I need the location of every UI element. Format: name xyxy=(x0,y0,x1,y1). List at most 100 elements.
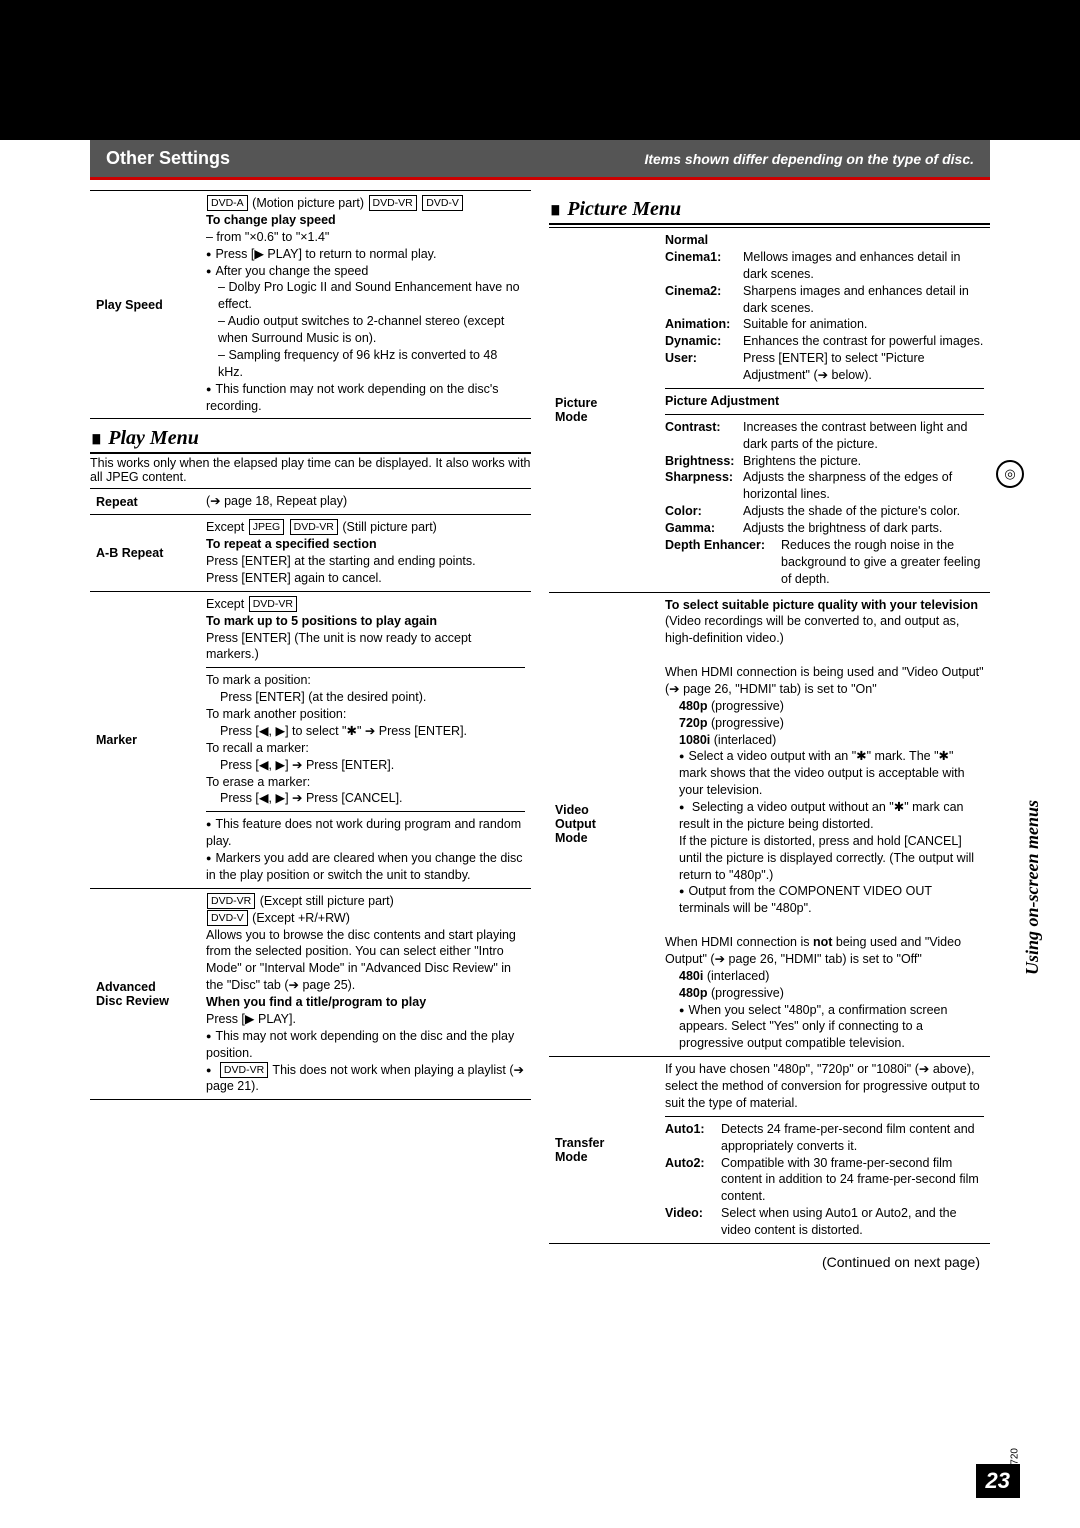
transfer-body: If you have chosen "480p", "720p" or "10… xyxy=(659,1057,990,1244)
mk-m4: Press [◀, ▶] ➔ Press [CANCEL]. xyxy=(206,791,403,805)
tr-l2: Mode xyxy=(555,1150,588,1164)
adj-brv: Brightens the picture. xyxy=(743,453,984,470)
tr-p1: If you have chosen "480p", "720p" or "10… xyxy=(665,1062,980,1110)
play-menu-intro: This works only when the elapsed play ti… xyxy=(90,456,531,484)
vo-p3a: When HDMI connection is xyxy=(665,935,813,949)
ab-still: (Still picture part) xyxy=(342,520,436,534)
adj-clk: Color: xyxy=(665,503,737,520)
adv-l1: Advanced xyxy=(96,980,156,994)
badge-dvdv2: DVD-V xyxy=(207,910,248,926)
adj-gak: Gamma: xyxy=(665,520,737,537)
vo-r1b: (progressive) xyxy=(711,699,784,713)
repeat-label: Repeat xyxy=(90,489,200,515)
mk-bul1: This feature does not work during progra… xyxy=(206,816,525,850)
main-content: Play Speed DVD-A (Motion picture part) D… xyxy=(90,190,990,1244)
disc-icon: ◎ xyxy=(996,460,1024,488)
marker-body: Except DVD-VR To mark up to 5 positions … xyxy=(200,591,531,888)
mk-t1: Press [ENTER] (The unit is now ready to … xyxy=(206,631,471,662)
vo-r2b: (progressive) xyxy=(711,716,784,730)
vo-l3: Mode xyxy=(555,831,588,845)
picture-menu-heading: ∎ Picture Menu xyxy=(549,196,990,225)
badge-dvdvr: DVD-VR xyxy=(369,195,417,211)
vo-r4a: 480i xyxy=(679,969,703,983)
adj-shk: Sharpness: xyxy=(665,469,737,503)
ab-except: Except xyxy=(206,520,244,534)
transfer-label: Transfer Mode xyxy=(549,1057,659,1244)
badge-dvdv: DVD-V xyxy=(422,195,463,211)
badge-dvda: DVD-A xyxy=(207,195,248,211)
pm-c1v: Mellows images and enhances detail in da… xyxy=(743,249,984,283)
vo-p3b: not xyxy=(813,935,832,949)
speed-range: – from "×0.6" to "×1.4" xyxy=(206,230,329,244)
adv-still: (Except still picture part) xyxy=(260,894,394,908)
vo-l1: Video xyxy=(555,803,589,817)
marker-label: Marker xyxy=(90,591,200,888)
video-out-body: To select suitable picture quality with … xyxy=(659,592,990,1057)
mk-bul2: Markers you add are cleared when you cha… xyxy=(206,850,525,884)
pm-l2: Mode xyxy=(555,410,588,424)
tr-viv: Select when using Auto1 or Auto2, and th… xyxy=(721,1205,984,1239)
pic-mode-body: Normal Cinema1:Mellows images and enhanc… xyxy=(659,228,990,593)
ab-label: A-B Repeat xyxy=(90,515,200,592)
ab-t1: Press [ENTER] at the starting and ending… xyxy=(206,554,476,568)
adj-brk: Brightness: xyxy=(665,453,737,470)
ab-bold: To repeat a specified section xyxy=(206,537,377,551)
mk-m4h: To erase a marker: xyxy=(206,775,310,789)
vo-bul3: Output from the COMPONENT VIDEO OUT term… xyxy=(679,883,984,917)
tr-a2k: Auto2: xyxy=(665,1155,715,1206)
title-right: Items shown differ depending on the type… xyxy=(644,151,974,167)
play-menu-title: Play Menu xyxy=(108,427,199,449)
play-speed-table: Play Speed DVD-A (Motion picture part) D… xyxy=(90,190,531,419)
vo-bul1: Select a video output with an "✱" mark. … xyxy=(679,748,984,799)
badge-dvdvr2: DVD-VR xyxy=(290,519,338,535)
vo-bul2b: If the picture is distorted, press and h… xyxy=(679,834,974,882)
vo-l2: Output xyxy=(555,817,596,831)
vo-bul2: Selecting a video output without an "✱" … xyxy=(679,799,984,883)
play-speed-body: DVD-A (Motion picture part) DVD-VR DVD-V… xyxy=(200,191,531,419)
tr-a1k: Auto1: xyxy=(665,1121,715,1155)
change-speed: To change play speed xyxy=(206,213,336,227)
pm-dyk: Dynamic: xyxy=(665,333,737,350)
repeat-body: (➔ page 18, Repeat play) xyxy=(200,489,531,515)
adj-dek: Depth Enhancer: xyxy=(665,537,775,588)
play-menu-heading: ∎ Play Menu xyxy=(90,425,531,454)
mk-m1h: To mark a position: xyxy=(206,673,311,687)
picture-menu-title: Picture Menu xyxy=(567,198,681,220)
vo-p1: (Video recordings will be converted to, … xyxy=(665,614,959,645)
pm-usk: User: xyxy=(665,350,737,384)
adj-cok: Contrast: xyxy=(665,419,737,453)
adj-gav: Adjusts the brightness of dark parts. xyxy=(743,520,984,537)
pm-adjh: Picture Adjustment xyxy=(665,394,779,408)
badge-dvdvr3: DVD-VR xyxy=(249,596,297,612)
adv-rw: (Except +R/+RW) xyxy=(252,911,350,925)
mk-bold: To mark up to 5 positions to play again xyxy=(206,614,437,628)
ps-dash3: Sampling frequency of 96 kHz is converte… xyxy=(218,347,525,381)
pm-c2k: Cinema2: xyxy=(665,283,737,317)
mk-m2: Press [◀, ▶] to select "✱" ➔ Press [ENTE… xyxy=(206,724,467,738)
mk-m3: Press [◀, ▶] ➔ Press [ENTER]. xyxy=(206,758,394,772)
vo-r4b: (interlaced) xyxy=(707,969,770,983)
pm-c1k: Cinema1: xyxy=(665,249,737,283)
ab-body: Except JPEG DVD-VR (Still picture part) … xyxy=(200,515,531,592)
side-tab-text: Using on-screen menus xyxy=(1022,800,1043,975)
vo-r5b: (progressive) xyxy=(711,986,784,1000)
page-number: 23 xyxy=(976,1464,1020,1498)
adj-cov: Increases the contrast between light and… xyxy=(743,419,984,453)
ps-bul2: After you change the speed xyxy=(206,263,525,280)
ps-bul3: This function may not work depending on … xyxy=(206,381,525,415)
pm-anv: Suitable for animation. xyxy=(743,316,984,333)
badge-dvdvr5: DVD-VR xyxy=(220,1062,268,1078)
pm-c2v: Sharpens images and enhances detail in d… xyxy=(743,283,984,317)
motion-text: (Motion picture part) xyxy=(252,196,364,210)
ps-dash2: Audio output switches to 2-channel stere… xyxy=(218,313,525,347)
ps-dash1: Dolby Pro Logic II and Sound Enhancement… xyxy=(218,279,525,313)
title-left: Other Settings xyxy=(106,148,230,169)
vo-b: To select suitable picture quality with … xyxy=(665,598,978,612)
vo-bul4: When you select "480p", a confirmation s… xyxy=(679,1002,984,1053)
mk-except: Except xyxy=(206,597,244,611)
vo-r3a: 1080i xyxy=(679,733,710,747)
pm-ank: Animation: xyxy=(665,316,737,333)
video-out-label: Video Output Mode xyxy=(549,592,659,1057)
tr-l1: Transfer xyxy=(555,1136,604,1150)
vo-p2: When HDMI connection is being used and "… xyxy=(665,665,984,696)
